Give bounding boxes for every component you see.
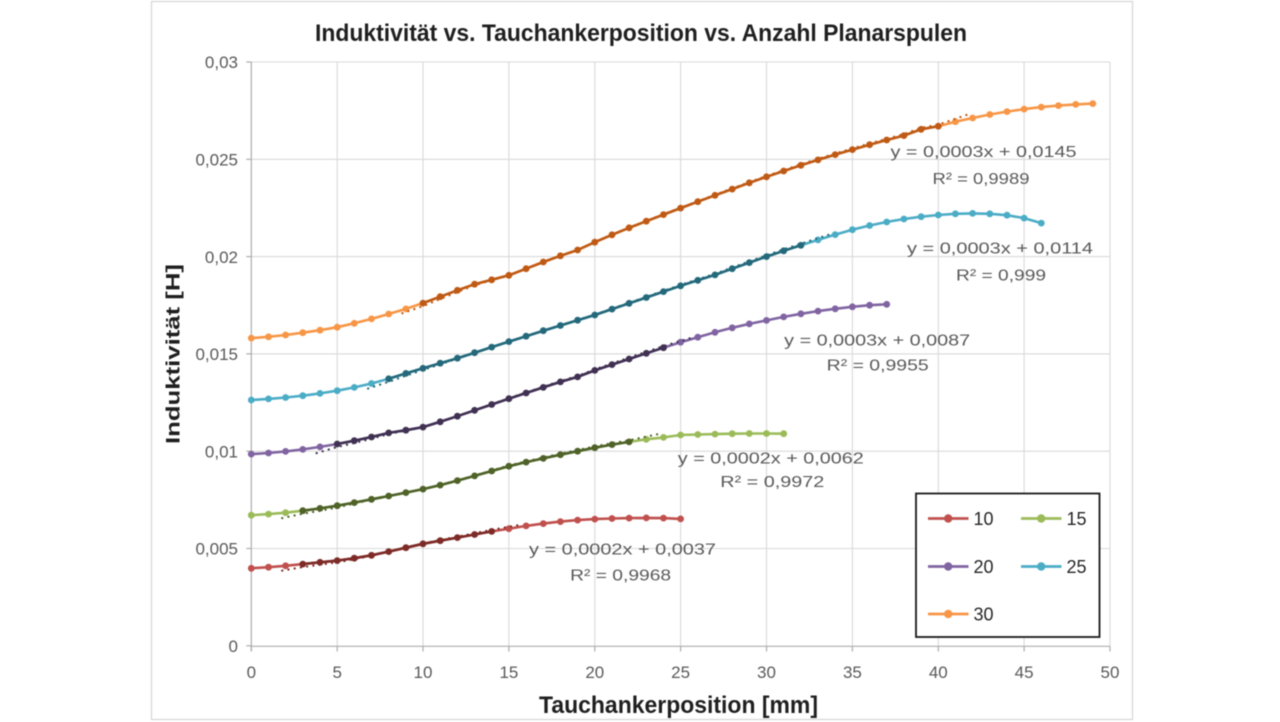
svg-text:45: 45: [1015, 663, 1034, 682]
svg-text:0,02: 0,02: [205, 248, 238, 267]
svg-text:R² = 0,9972: R² = 0,9972: [720, 474, 824, 491]
svg-text:Induktivität [H]: Induktivität [H]: [163, 264, 185, 444]
svg-text:10: 10: [974, 509, 994, 529]
svg-text:0,01: 0,01: [205, 442, 238, 461]
svg-text:R² = 0,9955: R² = 0,9955: [827, 358, 929, 375]
svg-text:30: 30: [974, 605, 994, 625]
svg-text:20: 20: [974, 557, 994, 577]
svg-text:y = 0,0003x + 0,0145: y = 0,0003x + 0,0145: [891, 144, 1077, 161]
svg-text:0,03: 0,03: [205, 53, 238, 72]
svg-text:20: 20: [585, 663, 604, 682]
svg-text:y = 0,0003x + 0,0087: y = 0,0003x + 0,0087: [784, 332, 970, 349]
svg-text:y = 0,0002x + 0,0062: y = 0,0002x + 0,0062: [678, 450, 864, 467]
svg-text:35: 35: [843, 663, 862, 682]
svg-text:15: 15: [1067, 509, 1087, 529]
svg-text:0: 0: [229, 637, 238, 656]
svg-text:15: 15: [499, 663, 518, 682]
svg-text:Tauchankerposition [mm]: Tauchankerposition [mm]: [539, 692, 818, 719]
svg-text:Induktivität vs. Tauchankerpos: Induktivität vs. Tauchankerposition vs. …: [315, 20, 967, 47]
svg-text:R² = 0,9968: R² = 0,9968: [570, 568, 671, 585]
svg-text:y = 0,0003x + 0,0114: y = 0,0003x + 0,0114: [907, 241, 1093, 258]
svg-text:10: 10: [414, 663, 433, 682]
svg-text:5: 5: [332, 663, 341, 682]
svg-text:0,025: 0,025: [195, 151, 238, 170]
svg-text:0: 0: [247, 663, 256, 682]
svg-text:R² = 0,999: R² = 0,999: [956, 268, 1046, 285]
svg-text:25: 25: [1067, 557, 1087, 577]
svg-text:0,015: 0,015: [195, 345, 238, 364]
svg-text:0,005: 0,005: [195, 540, 238, 559]
svg-text:30: 30: [757, 663, 776, 682]
svg-text:50: 50: [1101, 663, 1120, 682]
svg-text:25: 25: [671, 663, 690, 682]
svg-text:R² = 0,9989: R² = 0,9989: [933, 171, 1030, 188]
svg-text:40: 40: [929, 663, 948, 682]
svg-text:y = 0,0002x + 0,0037: y = 0,0002x + 0,0037: [529, 541, 716, 558]
